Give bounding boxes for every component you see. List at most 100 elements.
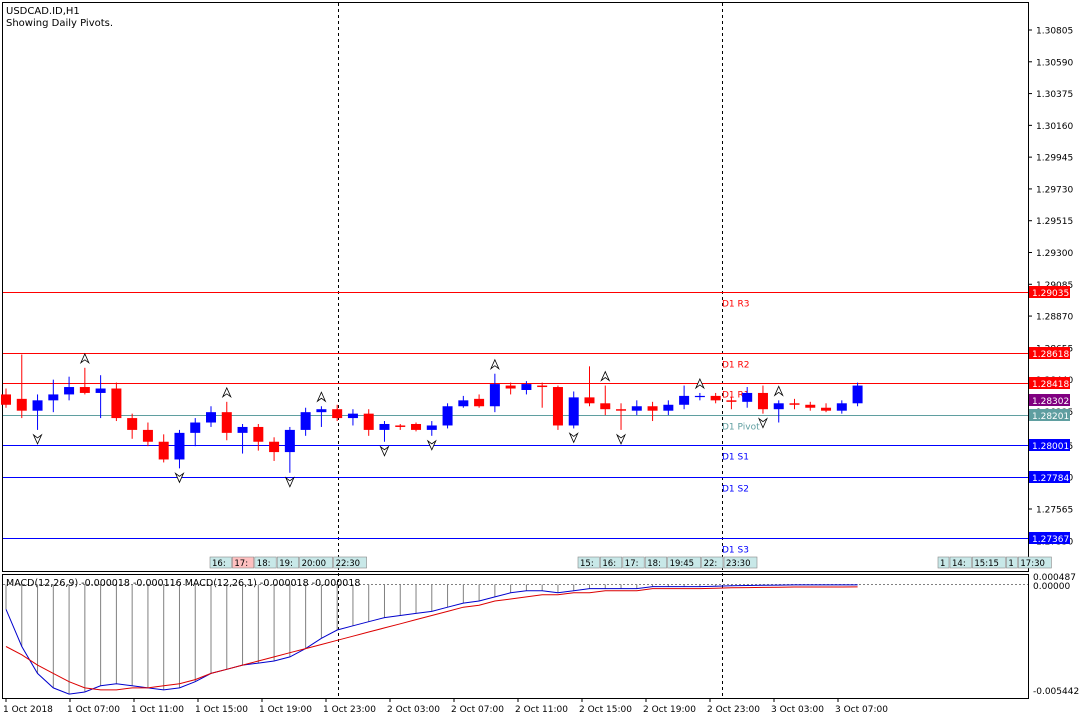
candle-body [521,384,532,390]
time-axis-label: 1 Oct 11:00 [131,705,184,715]
time-axis-label: 1 Oct 15:00 [195,705,248,715]
candle-body [142,429,153,442]
candle-body [395,425,406,427]
fractal-markers [32,352,784,488]
candle-body [679,395,690,405]
session-box [701,556,724,569]
candle-body [631,406,642,411]
fractal-up-icon [600,370,611,382]
candle-body [190,422,201,433]
session-box-label: 20:00 [302,559,327,569]
candle-body [773,403,784,410]
fractal-up-icon [773,385,784,397]
candle-body [95,388,106,393]
candle-body [332,409,343,419]
pivot-price-tag [1029,471,1070,483]
indicator-info-label: Showing Daily Pivots. [6,18,113,29]
pivot-price-tag [1029,347,1070,359]
fractal-down-icon [174,472,185,484]
pivot-line-label: D1 Pivot [722,423,760,433]
time-axis-label: 1 Oct 07:00 [67,705,120,715]
session-box [333,556,367,569]
time-axis-label: 2 Oct 11:00 [515,705,568,715]
session-box [232,556,255,569]
candle-body [221,412,232,433]
candle-body [757,392,768,410]
pivot-line-label: D1 S1 [722,453,749,463]
candle-body [79,387,90,393]
session-box [644,556,667,569]
candle-body [726,400,737,402]
session-box [600,556,623,569]
candle-body [316,409,327,413]
candle-body [32,400,43,411]
session-box-label: 19:45 [670,559,695,569]
macd-panel-frame [2,574,1029,699]
pivot-lines: D1 R3 D1 R2 D1 R1 D1 Pivot D1 S1 D1 S2 D1 S3 [3,292,1028,556]
fractal-up-icon [221,386,232,399]
price-tick-label: 1.30375 [1036,90,1073,100]
candle-body [379,423,390,430]
candle-body [411,423,422,430]
candle-body [206,412,217,423]
time-axis-label: 3 Oct 07:00 [835,705,888,715]
pivot-price-tag [1029,532,1070,544]
pivot-line-label: D1 R1 [722,391,750,401]
pivot-price-tag-text: 1.27784 [1032,474,1069,484]
candle-body [852,385,863,404]
session-box-label: 18: [257,559,271,569]
pivot-price-tag [1029,377,1070,389]
pivot-price-tag [1029,439,1070,451]
macd-signal-line [5,586,858,691]
session-box-label: 23:30 [726,559,751,569]
time-axis-label: 3 Oct 03:00 [771,705,824,715]
candle-body [253,426,264,442]
candle-body [552,387,563,426]
candle-body [458,400,469,407]
candle-body [111,388,122,419]
candle-body [158,441,169,460]
price-labels: 1.29035 1.28618 1.28418 1.28201 1.28001 1.277… [1029,286,1070,545]
price-tick-label: 1.29730 [1036,185,1073,195]
price-tick-label: 1.30160 [1036,122,1073,132]
session-box-label: 1 [940,559,945,569]
session-box [209,556,232,569]
macd-axis-label: 0.00000 [1033,582,1070,592]
candle-body [805,404,816,408]
candle-body [347,413,358,419]
fractal-down-icon [757,417,768,429]
session-box [622,556,645,569]
candle-body [821,407,832,411]
session-box-label: 1 [1008,559,1013,569]
candle-body [647,406,658,411]
candles [1,354,863,473]
candle-body [616,409,627,411]
candle-body [489,384,500,407]
price-tick-label: 1.30590 [1036,58,1073,68]
session-boxes: 16: 17: 18: 19: 20:00 22:30 15: 16: 17: 18: 19:45 2… [209,556,1052,569]
fractal-down-icon [284,476,295,488]
price-tick-label: 1.30805 [1036,27,1073,37]
pivot-price-tag-text: 1.29035 [1032,289,1069,299]
macd-axis-label: -0.005442 [1033,687,1079,697]
pivot-line-label: D1 R3 [722,300,750,310]
macd-axis-label: 0.000487 [1033,573,1076,583]
pivot-price-tag-text: 1.28618 [1032,350,1069,360]
candle-body [1,394,11,405]
fractal-down-icon [379,445,390,457]
session-box-label: 18: [647,559,661,569]
candle-body [474,398,485,407]
session-box-label: 17:30 [1020,559,1045,569]
candle-body [663,404,674,411]
candle-body [537,385,548,388]
candle-body [836,403,847,411]
fractal-up-icon [489,358,500,370]
candle-body [600,403,611,410]
pivot-price-tag-text: 1.28001 [1032,442,1069,452]
pivot-price-tag [1029,409,1070,421]
candle-body [48,394,59,401]
session-box [972,556,1006,569]
session-box [276,556,299,569]
